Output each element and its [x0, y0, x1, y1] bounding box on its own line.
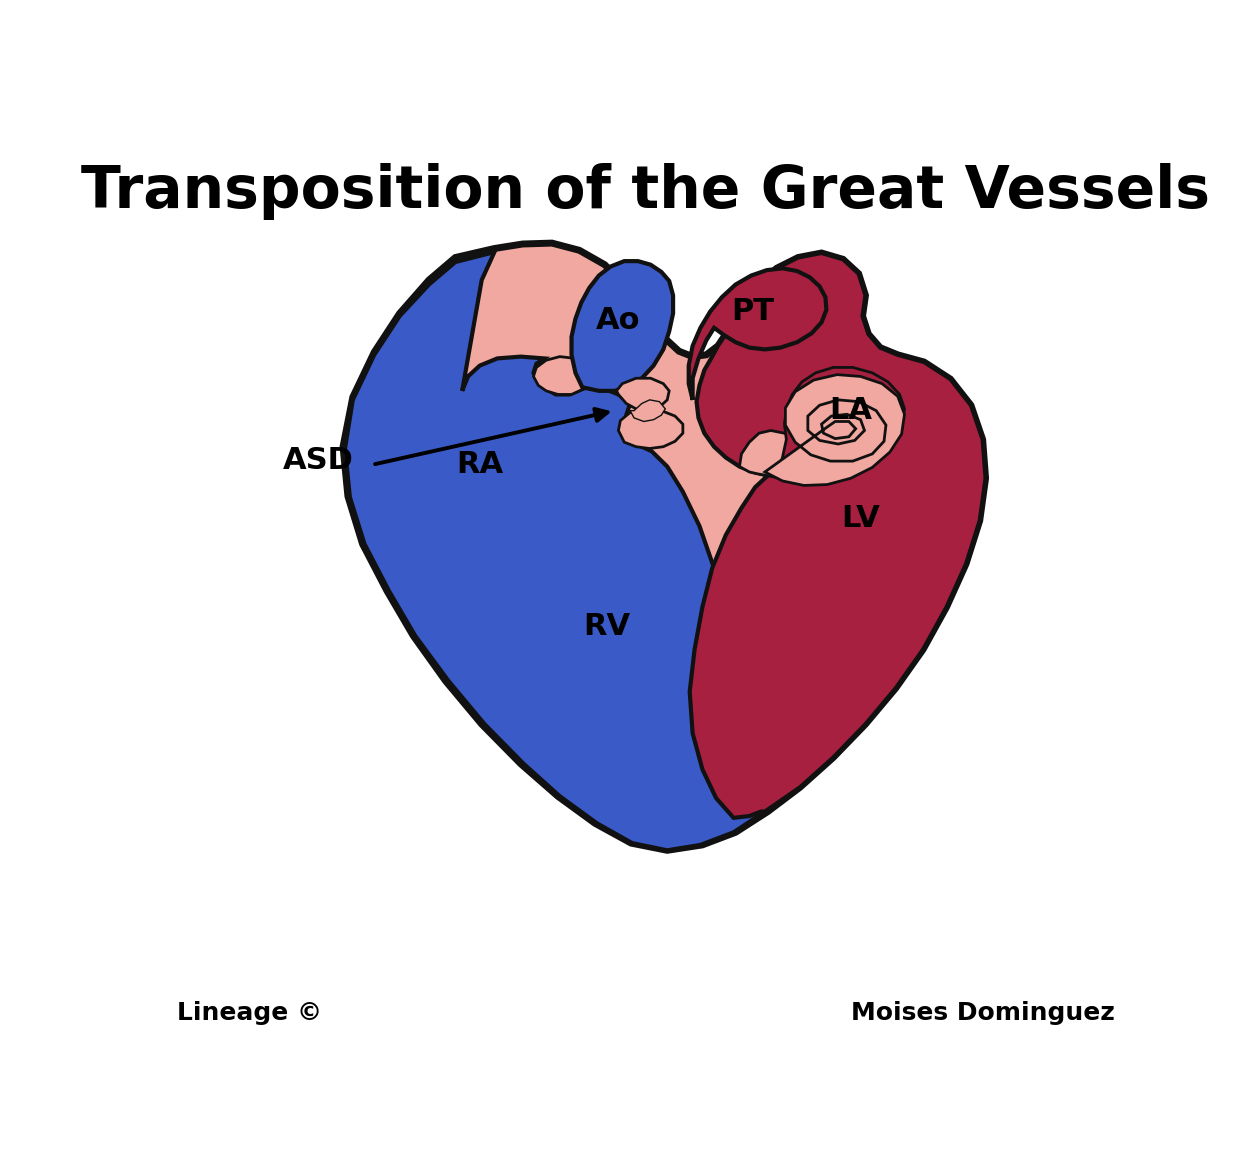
Text: LA: LA	[829, 397, 872, 425]
Polygon shape	[689, 268, 827, 400]
Polygon shape	[343, 243, 985, 851]
Polygon shape	[619, 408, 683, 448]
Text: LV: LV	[842, 504, 879, 534]
Text: Ao: Ao	[596, 307, 640, 335]
Text: RV: RV	[583, 612, 630, 641]
Polygon shape	[533, 357, 593, 394]
Polygon shape	[689, 253, 985, 818]
Polygon shape	[616, 378, 669, 411]
Text: PT: PT	[732, 297, 775, 326]
Polygon shape	[765, 374, 905, 486]
Polygon shape	[572, 261, 673, 391]
Polygon shape	[345, 252, 765, 851]
Text: Lineage ©: Lineage ©	[176, 1002, 323, 1025]
Polygon shape	[740, 431, 814, 479]
Text: Moises Dominguez: Moises Dominguez	[850, 1002, 1115, 1025]
Text: Transposition of the Great Vessels: Transposition of the Great Vessels	[81, 163, 1211, 220]
Polygon shape	[779, 367, 905, 481]
Text: ASD: ASD	[284, 446, 354, 475]
Text: RA: RA	[456, 450, 503, 480]
Polygon shape	[630, 400, 665, 421]
